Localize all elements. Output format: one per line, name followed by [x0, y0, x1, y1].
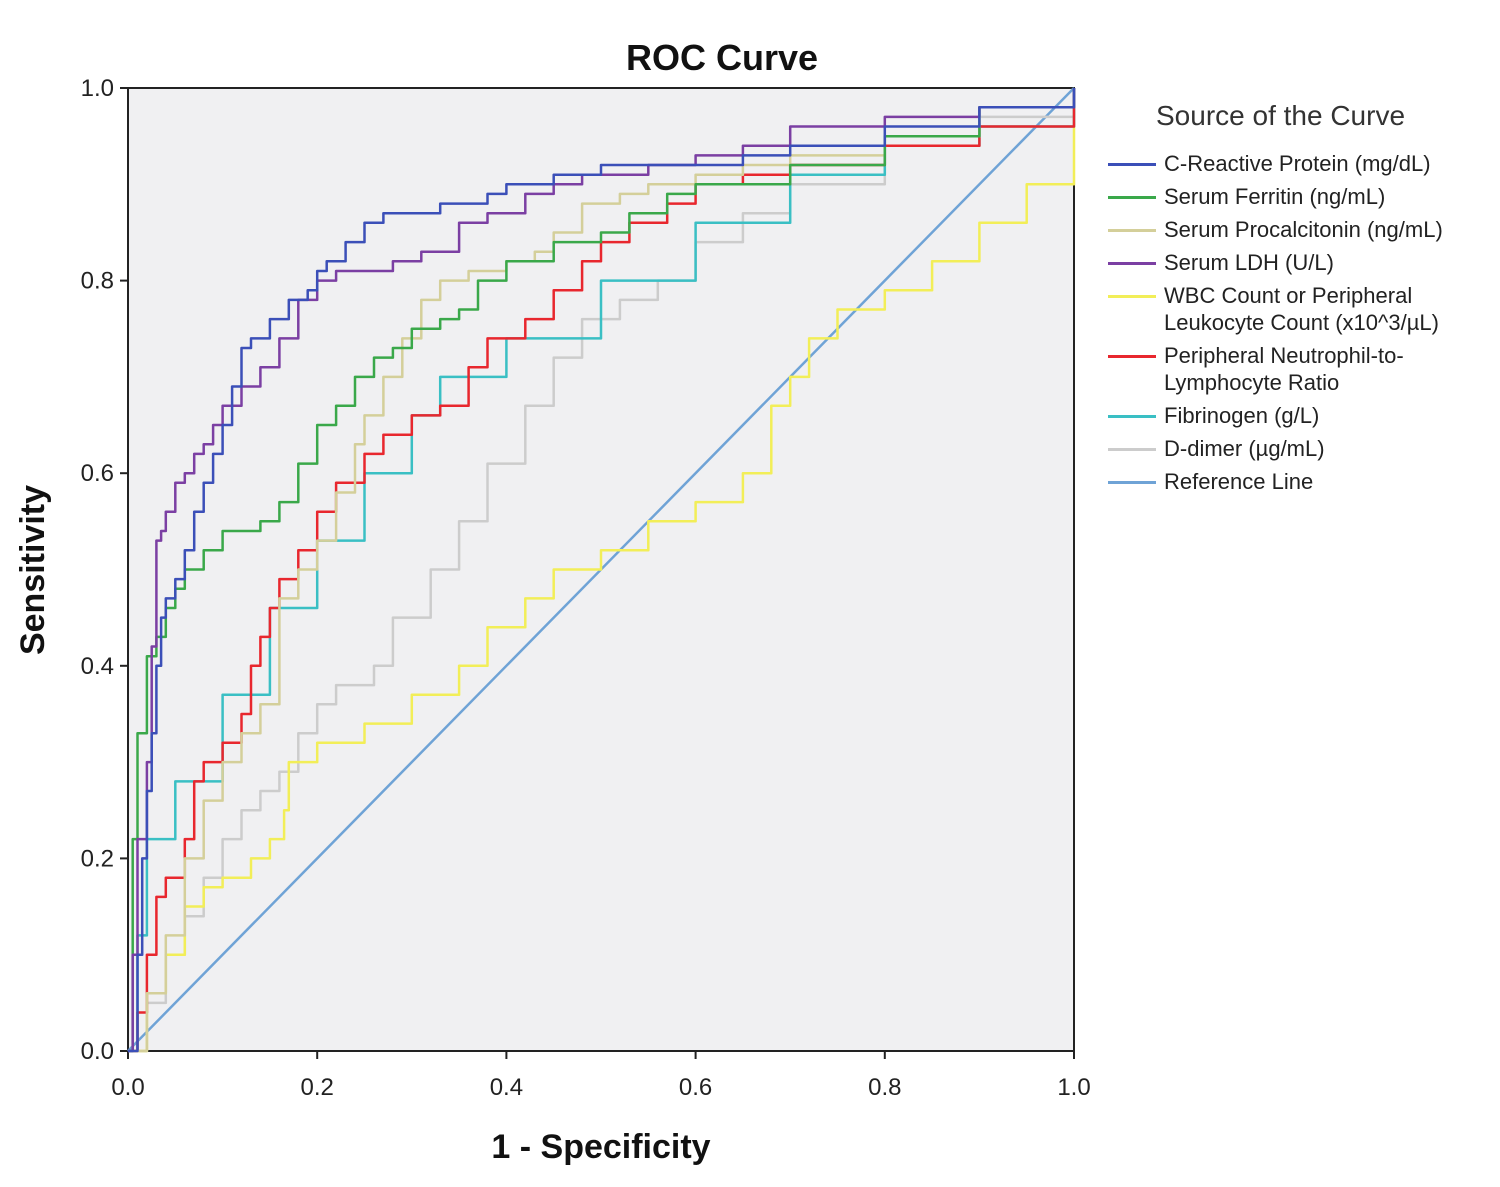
legend-label: D-dimer (µg/mL) — [1164, 436, 1325, 461]
legend-label: WBC Count or Peripheral Leukocyte Count … — [1164, 283, 1439, 335]
legend-item: Reference Line — [1108, 468, 1488, 495]
y-tick-label: 0.8 — [81, 268, 114, 295]
series-layer — [127, 87, 1076, 1053]
legend-swatch — [1108, 229, 1156, 232]
legend-label: Reference Line — [1164, 469, 1314, 494]
y-tick-label: 1.0 — [81, 75, 114, 102]
series-line-0 — [128, 88, 1076, 1053]
series-line-4 — [128, 88, 1076, 1053]
x-tick-label: 0.2 — [301, 1074, 334, 1101]
legend-item: Peripheral Neutrophil-to-Lymphocyte Rati… — [1108, 342, 1488, 396]
series-line-5 — [128, 88, 1076, 1053]
legend-item: Serum LDH (U/L) — [1108, 249, 1488, 276]
legend-label: Serum Ferritin (ng/mL) — [1164, 184, 1386, 209]
legend-swatch — [1108, 262, 1156, 265]
x-axis-label: 1 - Specificity — [491, 1128, 710, 1166]
legend-item: C-Reactive Protein (mg/dL) — [1108, 150, 1488, 177]
legend-item: Fibrinogen (g/L) — [1108, 402, 1488, 429]
legend-item: Serum Procalcitonin (ng/mL) — [1108, 216, 1488, 243]
legend-swatch — [1108, 415, 1156, 418]
x-tick-label: 0.6 — [679, 1074, 712, 1101]
legend-swatch — [1108, 163, 1156, 166]
legend-swatch — [1108, 448, 1156, 451]
legend-label: Serum LDH (U/L) — [1164, 250, 1334, 275]
y-axis-label: Sensitivity — [14, 485, 52, 655]
legend-label: Serum Procalcitonin (ng/mL) — [1164, 217, 1443, 242]
legend-label: Fibrinogen (g/L) — [1164, 403, 1320, 428]
chart-title: ROC Curve — [626, 37, 818, 78]
legend-item: Serum Ferritin (ng/mL) — [1108, 183, 1488, 210]
legend-label: Peripheral Neutrophil-to-Lymphocyte Rati… — [1164, 343, 1404, 395]
legend-swatch — [1108, 481, 1156, 484]
legend-label: C-Reactive Protein (mg/dL) — [1164, 151, 1431, 176]
x-tick-label: 1.0 — [1057, 1074, 1090, 1101]
x-tick-label: 0.0 — [111, 1074, 144, 1101]
legend-item: D-dimer (µg/mL) — [1108, 435, 1488, 462]
legend-item: WBC Count or Peripheral Leukocyte Count … — [1108, 282, 1488, 336]
y-tick-label: 0.2 — [81, 845, 114, 872]
x-tick-label: 0.8 — [868, 1074, 901, 1101]
legend: Source of the Curve C-Reactive Protein (… — [1108, 100, 1488, 501]
y-tick-label: 0.4 — [81, 653, 114, 680]
legend-title: Source of the Curve — [1156, 100, 1406, 131]
y-tick-label: 0.0 — [81, 1038, 114, 1065]
series-line-1 — [128, 88, 1076, 1053]
legend-swatch — [1108, 196, 1156, 199]
axis-ticks: 0.0 0.2 0.4 0.6 0.8 1.0 0.0 0.2 0.4 0.6 0.8 1.0 — [81, 75, 1091, 1101]
y-tick-label: 0.6 — [81, 460, 114, 487]
x-tick-label: 0.4 — [490, 1074, 523, 1101]
legend-items: C-Reactive Protein (mg/dL) Serum Ferritin… — [1108, 150, 1488, 495]
legend-swatch — [1108, 295, 1156, 298]
legend-swatch — [1108, 355, 1156, 358]
series-line-2 — [128, 88, 1076, 1053]
